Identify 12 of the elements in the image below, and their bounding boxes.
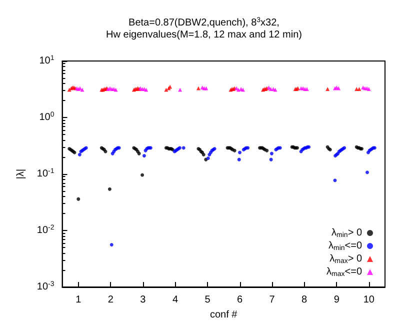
x-tick-label: 1: [76, 294, 82, 306]
y-axis-title: |λ|: [16, 168, 26, 180]
x-tick-label: 2: [108, 294, 114, 306]
x-tick-label: 9: [334, 294, 340, 306]
x-tick-label: 5: [204, 294, 211, 306]
x-tick-label: 6: [236, 294, 243, 306]
x-tick-label: 4: [172, 294, 178, 306]
x-tick-label: 8: [302, 294, 308, 306]
x-tick-label: 7: [269, 294, 276, 306]
x-tick-label: 3: [140, 294, 146, 306]
x-tick-label: 10: [363, 294, 375, 306]
x-axis-title: conf #: [210, 309, 238, 320]
